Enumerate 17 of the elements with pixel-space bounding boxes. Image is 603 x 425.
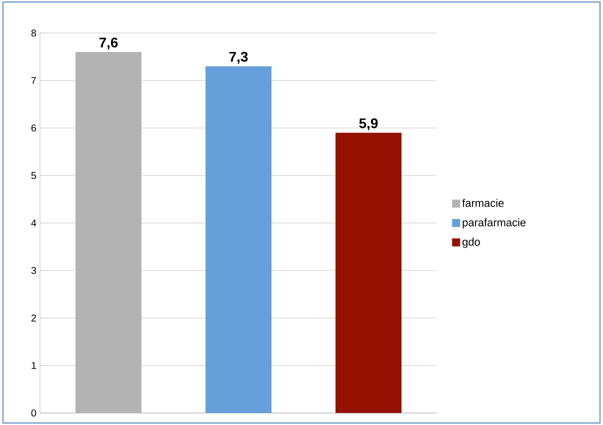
data-label: 7,3 [229, 52, 248, 64]
legend-label: parafarmacie [462, 218, 526, 228]
legend-label: farmacie [462, 198, 504, 207]
y-tick-label: 6 [31, 124, 36, 132]
y-tick-label: 2 [31, 314, 36, 322]
y-tick-label: 7 [31, 77, 36, 84]
y-tick-label: 0 [31, 409, 36, 417]
data-label: 7,6 [99, 38, 118, 50]
y-tick-label: 4 [31, 220, 36, 226]
y-tick-label: 1 [32, 362, 36, 369]
y-tick-label: 3 [31, 266, 36, 274]
y-tick-label: 5 [31, 172, 36, 179]
bar [336, 132, 402, 413]
y-tick-label: 8 [31, 29, 36, 37]
data-label: 5,9 [359, 118, 378, 130]
legend-label: gdo [462, 238, 480, 248]
bar [206, 66, 272, 413]
